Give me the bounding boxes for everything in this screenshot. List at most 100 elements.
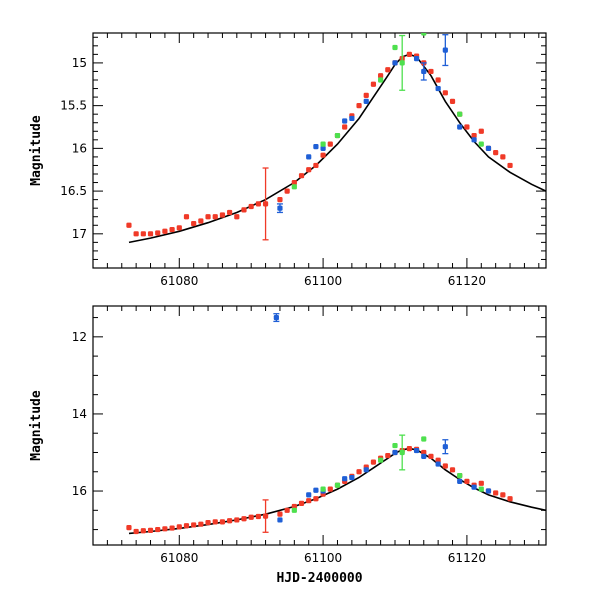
data-point-red — [471, 132, 477, 139]
data-point-green — [392, 442, 398, 449]
x-tick-label: 61080 — [160, 274, 198, 288]
data-point-red — [248, 203, 254, 210]
data-point-red — [306, 498, 312, 504]
data-point-blue — [313, 144, 319, 150]
data-point-green — [399, 449, 405, 456]
data-point-red — [162, 228, 168, 234]
data-point-red — [241, 516, 247, 522]
data-point-red — [464, 124, 470, 130]
data-point-red — [147, 527, 154, 533]
top-panel: 61080 61100 61120 15 15.5 16 16.5 17 Magnitude — [29, 32, 547, 288]
data-point-red — [255, 513, 261, 520]
series-red — [126, 446, 513, 535]
data-point-blue — [273, 314, 279, 321]
data-point-red — [183, 523, 190, 529]
series-green — [291, 33, 484, 190]
data-point-red — [356, 469, 362, 475]
y-tick-label: 17 — [72, 227, 87, 241]
data-point-blue — [363, 467, 369, 473]
data-point-red — [219, 212, 226, 218]
data-point-red — [277, 511, 283, 517]
data-point-red — [385, 452, 391, 459]
data-point-red — [219, 519, 226, 525]
data-point-red — [478, 480, 484, 486]
data-point-red — [147, 231, 154, 237]
data-point-red — [507, 162, 513, 169]
data-point-green — [421, 33, 427, 36]
data-point-green — [378, 77, 384, 83]
data-point-red — [284, 507, 290, 513]
data-point-blue — [485, 488, 492, 494]
data-point-red — [176, 225, 182, 231]
data-point-blue — [349, 115, 355, 122]
data-point-red — [385, 67, 391, 73]
data-point-blue — [435, 461, 441, 467]
data-point-red — [241, 207, 247, 213]
data-point-red — [449, 98, 456, 104]
x-tick-label: 61120 — [448, 551, 486, 565]
data-point-red — [428, 68, 434, 75]
data-point-red — [162, 526, 168, 532]
data-point-red — [255, 201, 261, 207]
data-point-green — [291, 507, 297, 513]
data-point-green — [478, 486, 484, 492]
data-point-green — [320, 486, 326, 492]
data-point-blue — [313, 487, 319, 493]
data-point-red — [227, 518, 233, 524]
data-point-blue — [392, 60, 398, 66]
data-point-red — [234, 214, 240, 220]
series-blue — [276, 34, 492, 214]
data-point-red — [262, 513, 269, 519]
data-point-red — [442, 90, 448, 96]
data-point-red — [169, 525, 175, 531]
data-layer — [126, 33, 546, 244]
data-point-green — [334, 482, 341, 488]
y-tick-label: 16 — [72, 141, 87, 155]
y-tick-label: 15 — [72, 56, 87, 70]
data-point-red — [191, 220, 197, 227]
y-tick-label: 12 — [72, 330, 87, 344]
data-point-red — [205, 520, 211, 526]
series-red — [126, 51, 513, 241]
data-point-red — [428, 453, 434, 459]
y-axis-title: Magnitude — [29, 390, 44, 461]
data-point-blue — [471, 137, 477, 143]
data-point-red — [449, 467, 456, 473]
data-point-red — [507, 496, 513, 502]
data-point-red — [155, 526, 161, 533]
data-point-red — [500, 492, 506, 498]
data-point-red — [198, 218, 204, 224]
data-point-red — [298, 173, 305, 179]
model-curve — [128, 53, 546, 244]
data-point-red — [284, 188, 290, 194]
data-point-red — [493, 150, 499, 156]
data-point-red — [212, 519, 218, 525]
data-point-red — [291, 179, 297, 186]
data-point-red — [378, 73, 384, 79]
data-point-blue — [342, 476, 348, 482]
data-point-red — [133, 231, 139, 237]
y-tick-label: 15.5 — [60, 99, 87, 113]
data-point-red — [155, 230, 161, 236]
y-tick-label: 16 — [72, 484, 87, 498]
y-axis-title: Magnitude — [29, 115, 44, 186]
data-point-green — [378, 457, 384, 463]
data-point-red — [406, 51, 412, 57]
data-point-green — [320, 141, 326, 147]
x-axis-title: HJD-2400000 — [276, 571, 362, 586]
data-point-red — [342, 124, 348, 130]
data-point-red — [464, 478, 470, 484]
data-point-blue — [421, 68, 427, 75]
data-point-blue — [392, 449, 398, 456]
data-point-blue — [306, 492, 312, 498]
x-tick-label: 61080 — [160, 551, 198, 565]
data-point-red — [370, 81, 377, 87]
data-point-blue — [442, 47, 448, 53]
data-point-green — [478, 141, 484, 147]
data-point-green — [457, 111, 463, 117]
y-tick-label: 14 — [72, 407, 87, 421]
data-point-red — [363, 92, 369, 98]
data-point-red — [277, 197, 283, 203]
data-point-blue — [442, 444, 448, 450]
